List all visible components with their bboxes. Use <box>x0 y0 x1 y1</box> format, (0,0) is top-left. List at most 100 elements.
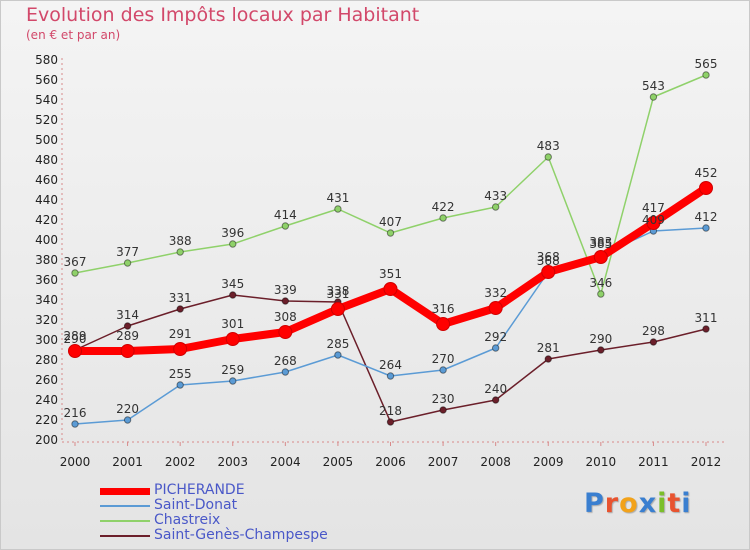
data-label: 338 <box>326 284 349 298</box>
data-label: 452 <box>695 166 718 180</box>
data-point <box>593 250 608 264</box>
series-chastreix <box>71 71 710 298</box>
x-tick-label: 2006 <box>375 455 406 469</box>
x-tick-label: 2009 <box>533 455 564 469</box>
data-label: 331 <box>326 287 349 301</box>
legend-label: Saint-Genès-Champespe <box>154 527 328 543</box>
data-label: 240 <box>484 382 507 396</box>
data-point <box>491 203 500 211</box>
data-point <box>71 420 79 428</box>
data-label: 417 <box>642 201 665 215</box>
x-tick-label: 2003 <box>217 455 248 469</box>
data-point <box>597 290 605 298</box>
data-label: 216 <box>64 406 87 420</box>
x-tick-label: 2005 <box>323 455 354 469</box>
y-tick-label: 320 <box>35 313 58 327</box>
y-tick-label: 200 <box>35 433 58 447</box>
y-tick-label: 420 <box>35 213 58 227</box>
data-point <box>225 332 240 346</box>
data-label: 345 <box>221 277 244 291</box>
data-point <box>281 368 290 376</box>
data-point <box>176 305 184 313</box>
data-label: 314 <box>116 308 139 322</box>
data-label: 377 <box>116 245 139 259</box>
data-label: 290 <box>589 332 612 346</box>
y-tick-label: 520 <box>35 113 58 127</box>
data-label: 367 <box>64 255 87 269</box>
data-label: 339 <box>274 283 297 297</box>
x-tick-label: 2012 <box>691 455 722 469</box>
data-label: 409 <box>642 213 665 227</box>
data-point <box>702 325 710 333</box>
data-point <box>123 416 132 424</box>
data-label: 220 <box>116 402 139 416</box>
data-point <box>646 216 661 230</box>
x-tick-label: 2001 <box>112 455 143 469</box>
legend-swatch <box>100 487 150 495</box>
data-label: 264 <box>379 358 402 372</box>
data-label: 292 <box>484 330 507 344</box>
x-tick-label: 2010 <box>586 455 617 469</box>
data-label: 368 <box>537 254 560 268</box>
data-label: 290 <box>64 332 87 346</box>
series-picherande <box>68 181 713 358</box>
data-label: 289 <box>116 329 139 343</box>
data-point <box>491 396 500 404</box>
series-layer <box>68 71 713 428</box>
data-label: 422 <box>432 200 455 214</box>
legend-swatch <box>100 505 150 507</box>
data-label: 311 <box>695 311 718 325</box>
data-point <box>702 71 710 79</box>
data-label: 316 <box>432 302 455 316</box>
data-point <box>123 322 132 330</box>
data-label: 218 <box>379 404 402 418</box>
y-tick-label: 480 <box>35 153 58 167</box>
data-point <box>544 355 552 363</box>
data-label: 383 <box>589 235 612 249</box>
y-tick-label: 540 <box>35 93 58 107</box>
y-tick-label: 380 <box>35 253 58 267</box>
data-point <box>649 93 658 101</box>
data-point <box>439 366 447 374</box>
data-labels: 290 314 331 345 339 338 218 230 240 281 290 298 311 3… <box>64 57 718 420</box>
y-tick-label: 460 <box>35 173 58 187</box>
data-point <box>278 325 293 339</box>
y-tick-label: 440 <box>35 193 58 207</box>
proxiti-logo: Proxiti <box>584 488 692 519</box>
data-label: 270 <box>432 352 455 366</box>
data-point <box>334 205 342 213</box>
data-label: 259 <box>221 363 244 377</box>
data-point <box>176 248 184 256</box>
data-label: 388 <box>169 234 192 248</box>
data-point <box>436 317 451 331</box>
data-label: 414 <box>274 208 297 222</box>
x-tick-label: 2008 <box>480 455 511 469</box>
x-tick-label: 2004 <box>270 455 301 469</box>
chart-subtitle: (en € et par an) <box>26 28 121 42</box>
chart-title: Evolution des Impôts locaux par Habitant <box>26 4 420 26</box>
y-tick-label: 500 <box>35 133 58 147</box>
data-point <box>176 381 184 389</box>
y-tick-label: 300 <box>35 333 58 347</box>
data-label: 281 <box>537 341 560 355</box>
data-label: 433 <box>484 189 507 203</box>
data-point <box>173 342 188 356</box>
data-point <box>383 282 398 296</box>
data-point <box>699 181 713 195</box>
data-point <box>123 259 132 267</box>
data-point <box>439 214 447 222</box>
data-point <box>71 269 79 277</box>
data-point <box>229 377 237 385</box>
data-point <box>386 418 395 426</box>
data-point <box>597 346 605 354</box>
legend-swatch <box>100 535 150 537</box>
y-tick-label: 360 <box>35 273 58 287</box>
data-point <box>281 222 290 230</box>
data-point <box>330 302 345 316</box>
y-tick-label: 280 <box>35 353 58 367</box>
data-point <box>544 153 552 161</box>
y-tick-label: 340 <box>35 293 58 307</box>
data-label: 285 <box>326 337 349 351</box>
data-label: 396 <box>221 226 244 240</box>
data-label: 230 <box>432 392 455 406</box>
